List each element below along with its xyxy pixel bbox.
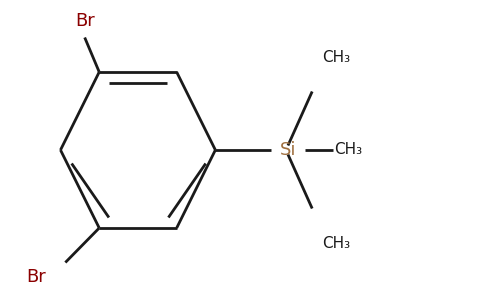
Text: CH₃: CH₃	[322, 50, 350, 64]
Text: Br: Br	[75, 12, 95, 30]
Text: CH₃: CH₃	[334, 142, 362, 158]
Text: Br: Br	[27, 268, 46, 286]
Text: CH₃: CH₃	[322, 236, 350, 250]
Text: Si: Si	[280, 141, 296, 159]
